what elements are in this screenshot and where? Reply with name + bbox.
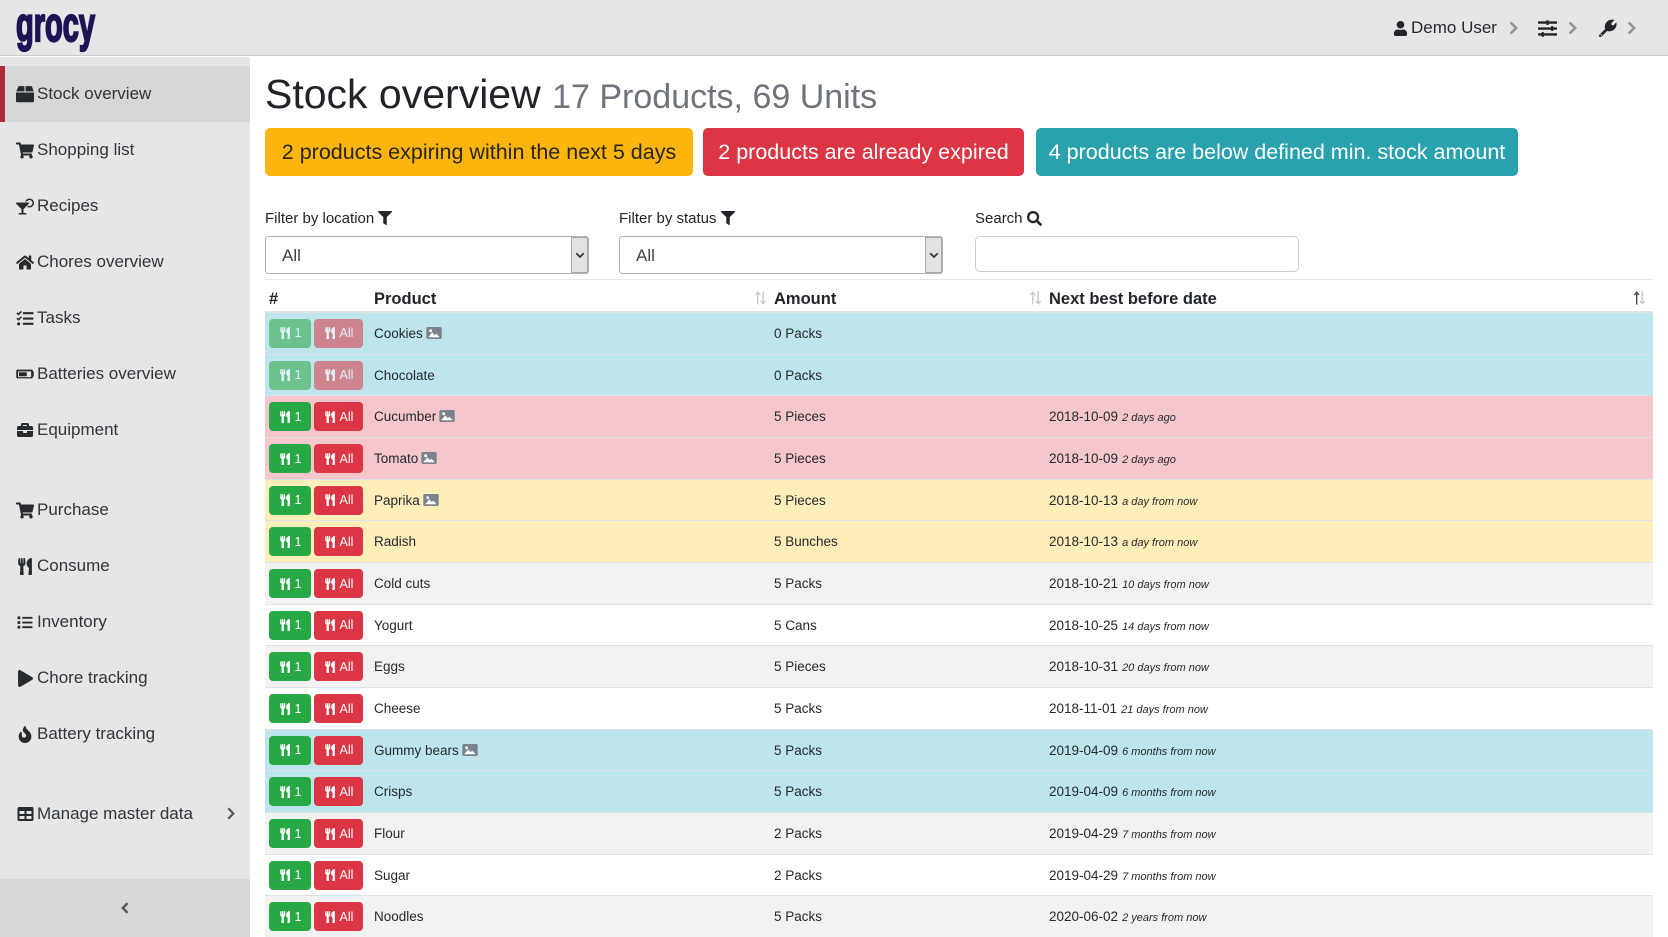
- svg-text:grocy: grocy: [16, 4, 95, 52]
